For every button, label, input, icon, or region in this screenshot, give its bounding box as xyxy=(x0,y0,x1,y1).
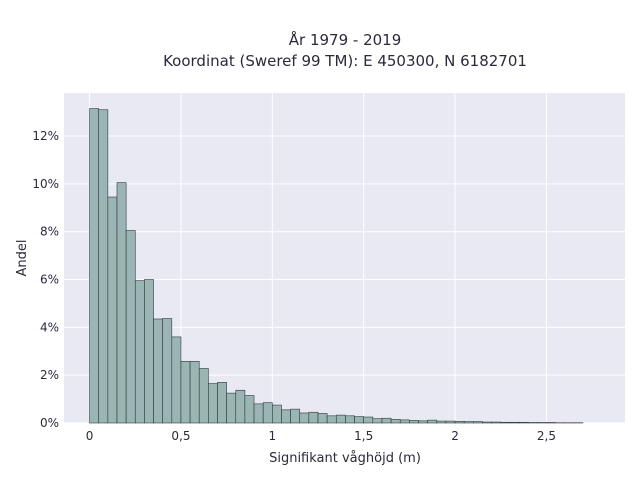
histogram-bar xyxy=(144,279,154,424)
x-tick-label: 1 xyxy=(268,429,276,443)
chart-title-line1: År 1979 - 2019 xyxy=(289,30,402,49)
histogram-bar xyxy=(409,420,419,424)
histogram-bar xyxy=(125,230,136,424)
histogram-bar xyxy=(363,416,374,424)
y-tick-label: 0% xyxy=(40,416,59,430)
y-tick-label: 6% xyxy=(40,273,59,287)
histogram-bar xyxy=(473,421,483,424)
histogram-bar xyxy=(171,336,182,424)
x-tick-label: 0,5 xyxy=(171,429,190,443)
y-tick-label: 4% xyxy=(40,320,59,334)
y-axis-ticks: 0% 2% 4% 6% 8% 10% 12% xyxy=(32,129,59,430)
y-axis-label: Andel xyxy=(15,240,30,277)
histogram-bar xyxy=(372,418,383,424)
histogram-bar xyxy=(326,415,337,424)
histogram-bar xyxy=(518,421,529,424)
histogram-bar xyxy=(482,421,492,424)
histogram-bar xyxy=(217,382,227,424)
x-axis-ticks: 0 0,5 1 1,5 2 2,5 xyxy=(86,429,556,443)
histogram-bar xyxy=(290,408,301,424)
x-tick-label: 1,5 xyxy=(354,429,373,443)
histogram-bar xyxy=(436,420,447,424)
histogram-bar xyxy=(335,414,346,424)
x-axis-label: Signifikant våghöjd (m) xyxy=(269,451,421,466)
histogram-bar xyxy=(463,421,474,424)
histogram-bar xyxy=(345,415,355,424)
histogram-bar xyxy=(98,109,109,424)
histogram-bar xyxy=(445,420,456,424)
histogram-bar xyxy=(381,417,392,424)
histogram-bar xyxy=(418,420,428,424)
histogram-bar xyxy=(235,389,246,424)
histogram-bar xyxy=(272,404,282,424)
histogram-bar xyxy=(189,361,200,424)
y-tick-label: 12% xyxy=(32,129,59,143)
histogram-bar xyxy=(134,280,145,424)
histogram-bar xyxy=(253,403,264,424)
histogram-bar xyxy=(153,318,163,424)
histogram-bar xyxy=(509,421,520,424)
histogram-bar xyxy=(162,318,173,424)
histogram-bar xyxy=(89,108,100,424)
histogram-bar xyxy=(281,409,291,424)
histogram-bar xyxy=(208,383,218,424)
histogram-bar xyxy=(308,411,319,424)
histogram-bar xyxy=(399,419,410,424)
histogram-bar xyxy=(454,421,465,424)
chart-title-line2: Koordinat (Sweref 99 TM): E 450300, N 61… xyxy=(163,52,527,70)
y-tick-label: 10% xyxy=(32,177,59,191)
histogram-bar xyxy=(116,182,127,424)
histogram-bar xyxy=(299,412,310,424)
histogram-bar xyxy=(317,413,328,424)
x-tick-label: 2,5 xyxy=(537,429,556,443)
x-tick-label: 2 xyxy=(451,429,459,443)
histogram-bar xyxy=(390,419,401,424)
histogram-bar xyxy=(354,416,364,424)
histogram-bar xyxy=(427,419,438,424)
histogram-bar xyxy=(262,402,273,424)
x-tick-label: 0 xyxy=(86,429,94,443)
histogram-bar xyxy=(180,361,191,424)
y-tick-label: 8% xyxy=(40,225,59,239)
histogram-bar xyxy=(244,395,255,424)
histogram-bar xyxy=(500,421,511,424)
histogram-bar xyxy=(198,368,209,424)
histogram-bar xyxy=(491,421,502,424)
histogram-bars xyxy=(89,108,584,424)
histogram-bar xyxy=(107,196,118,424)
y-tick-label: 2% xyxy=(40,368,59,382)
histogram-bar xyxy=(226,392,237,424)
